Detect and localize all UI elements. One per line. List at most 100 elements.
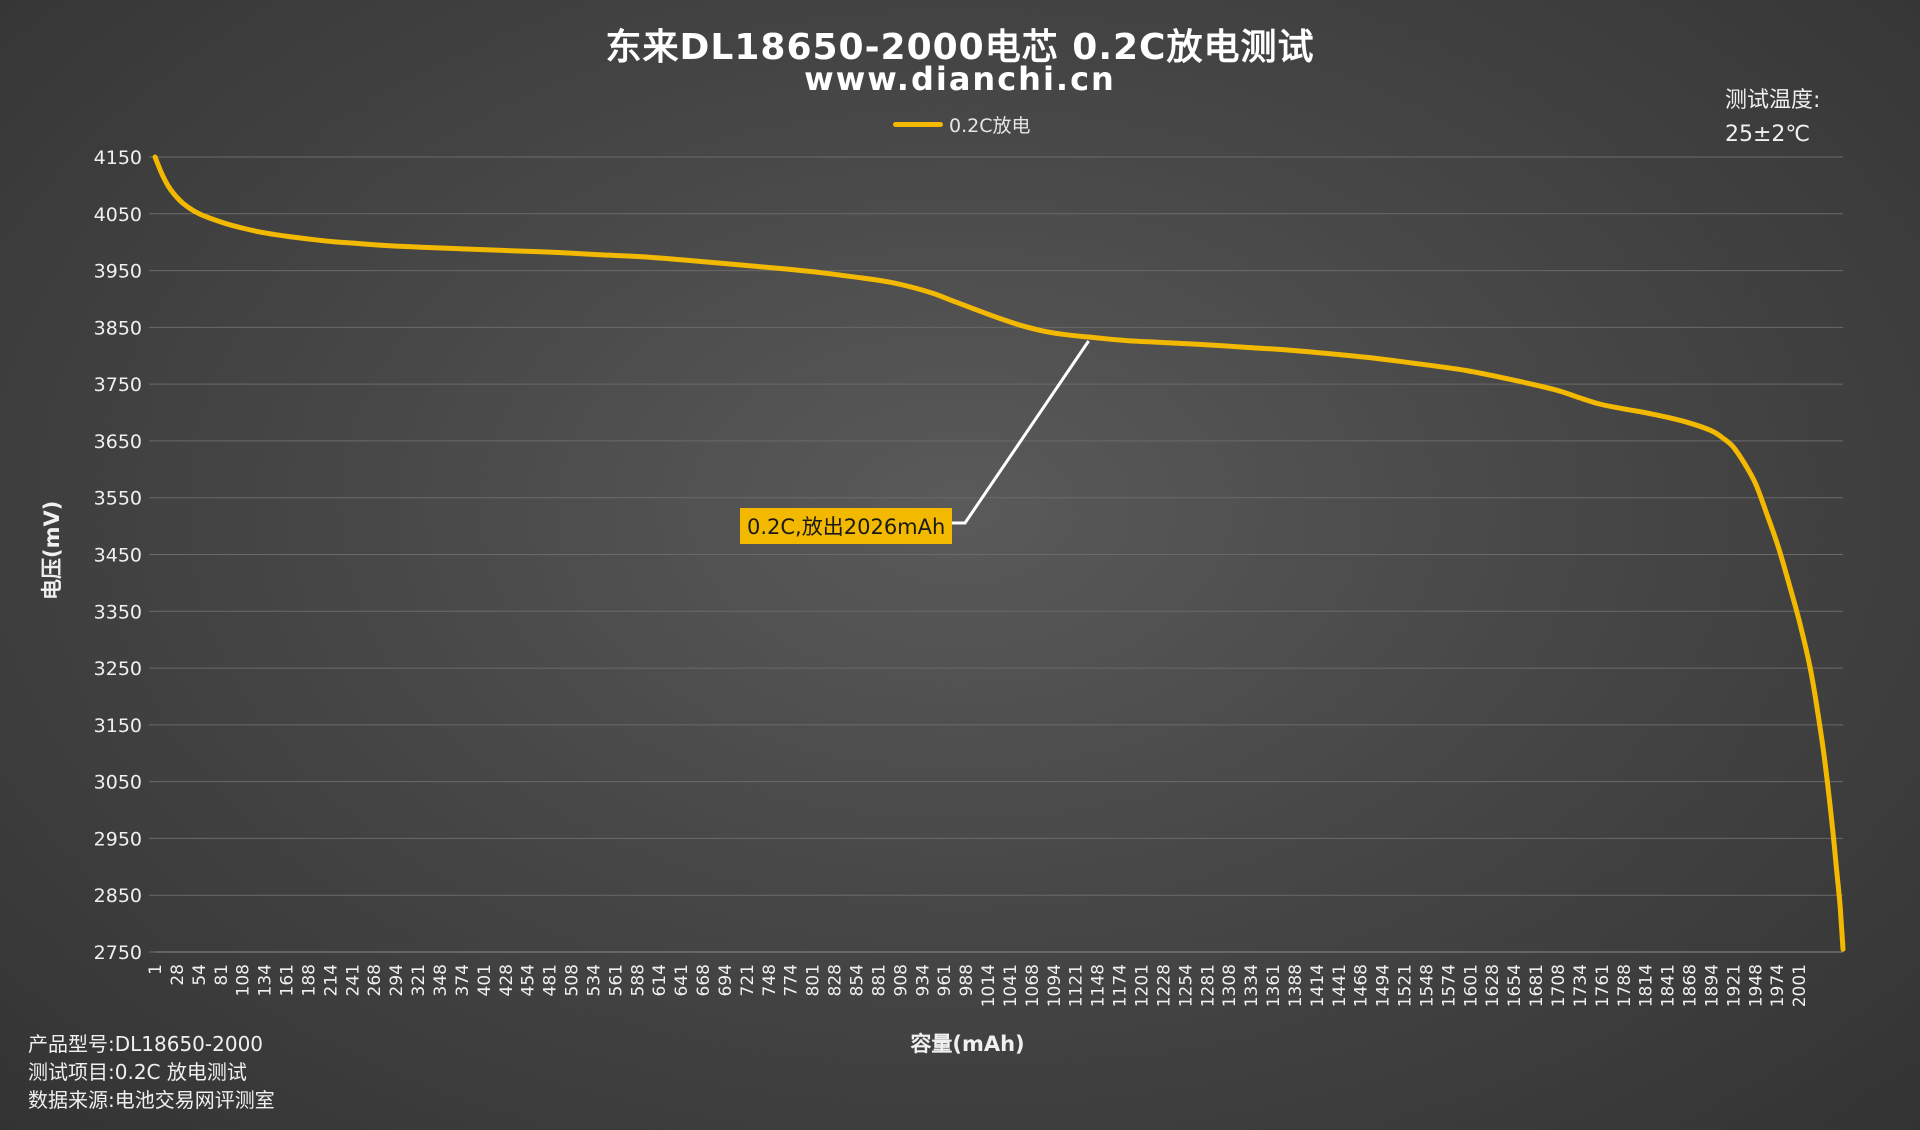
x-tick-label: 721 (738, 964, 758, 996)
x-tick-label: 1708 (1549, 964, 1569, 1007)
x-tick-label: 1068 (1023, 964, 1043, 1007)
x-tick-label: 1121 (1067, 964, 1087, 1007)
x-tick-label: 1574 (1439, 964, 1459, 1007)
x-tick-label: 108 (234, 964, 254, 996)
x-tick-label: 1201 (1132, 964, 1152, 1007)
x-tick-label: 1 (146, 964, 166, 975)
x-tick-label: 961 (935, 964, 955, 996)
x-tick-label: 374 (453, 964, 473, 996)
x-tick-label: 1521 (1396, 964, 1416, 1007)
y-tick-label: 3950 (94, 261, 142, 283)
x-tick-label: 28 (168, 964, 188, 986)
x-tick-label: 668 (694, 964, 714, 996)
x-tick-label: 1628 (1483, 964, 1503, 1007)
x-tick-label: 1601 (1461, 964, 1481, 1007)
footer-test-item: 测试项目:0.2C 放电测试 (28, 1060, 247, 1084)
x-tick-label: 1041 (1001, 964, 1021, 1007)
y-tick-label: 2750 (94, 942, 142, 964)
footer-model: 产品型号:DL18650-2000 (28, 1032, 264, 1056)
x-tick-label: 1734 (1571, 964, 1591, 1007)
x-tick-label: 1868 (1681, 964, 1701, 1007)
x-tick-label: 81 (212, 964, 232, 986)
x-tick-label: 854 (848, 964, 868, 996)
x-tick-label: 1281 (1198, 964, 1218, 1007)
footer-info: 产品型号:DL18650-2000 测试项目:0.2C 放电测试 数据来源:电池… (28, 1030, 275, 1114)
y-tick-label: 4150 (94, 147, 142, 169)
x-tick-label: 774 (782, 964, 802, 996)
x-tick-label: 1308 (1220, 964, 1240, 1007)
test-temperature: 测试温度: 25±2℃ (1725, 84, 1820, 152)
x-tick-label: 1974 (1768, 964, 1788, 1007)
x-tick-label: 1654 (1505, 964, 1525, 1007)
x-axis-label: 容量(mAh) (910, 1032, 1025, 1056)
x-tick-label: 454 (519, 964, 539, 996)
x-tick-label: 881 (869, 964, 889, 996)
x-tick-label: 2001 (1790, 964, 1810, 1007)
x-tick-label: 1548 (1417, 964, 1437, 1007)
y-tick-label: 3250 (94, 658, 142, 680)
x-tick-label: 614 (650, 964, 670, 996)
x-tick-label: 1388 (1286, 964, 1306, 1007)
x-tick-label: 294 (387, 964, 407, 996)
x-tick-label: 1174 (1111, 964, 1131, 1007)
x-tick-label: 1921 (1724, 964, 1744, 1007)
temperature-label: 测试温度: (1725, 88, 1821, 113)
x-tick-label: 1254 (1176, 964, 1196, 1007)
x-tick-label: 1788 (1615, 964, 1635, 1007)
x-tick-label: 534 (584, 964, 604, 996)
x-tick-label: 1948 (1746, 964, 1766, 1007)
x-tick-label: 1441 (1330, 964, 1350, 1007)
x-tick-label: 1094 (1045, 964, 1065, 1007)
y-tick-label: 3150 (94, 715, 142, 737)
x-tick-label: 1841 (1659, 964, 1679, 1007)
x-tick-label: 214 (321, 964, 341, 996)
x-tick-label: 1228 (1154, 964, 1174, 1007)
y-tick-label: 3850 (94, 317, 142, 339)
y-tick-labels: 4150 4050 3950 3850 3750 3650 3550 3450 3350 3250… (94, 147, 142, 964)
x-tick-label: 641 (672, 964, 692, 996)
x-tick-label: 988 (957, 964, 977, 996)
x-tick-label: 321 (409, 964, 429, 996)
y-tick-label: 3650 (94, 431, 142, 453)
x-tick-label: 828 (826, 964, 846, 996)
x-tick-label: 1681 (1527, 964, 1547, 1007)
x-tick-label: 1761 (1593, 964, 1613, 1007)
x-tick-label: 348 (431, 964, 451, 996)
x-tick-label: 1494 (1374, 964, 1394, 1007)
x-tick-label: 748 (760, 964, 780, 996)
annotation-leader-line (952, 340, 1090, 525)
y-tick-label: 2850 (94, 885, 142, 907)
x-tick-label: 588 (628, 964, 648, 996)
x-tick-label: 1334 (1242, 964, 1262, 1007)
y-tick-label: 2950 (94, 828, 142, 850)
y-tick-label: 3450 (94, 545, 142, 567)
series-line-0.2c (152, 154, 1846, 952)
x-tick-label: 694 (716, 964, 736, 996)
y-tick-label: 3750 (94, 374, 142, 396)
y-tick-label: 3550 (94, 488, 142, 510)
x-tick-label: 1361 (1264, 964, 1284, 1007)
legend-label: 0.2C放电 (949, 114, 1031, 137)
x-tick-label: 268 (365, 964, 385, 996)
x-tick-label: 1014 (979, 964, 999, 1007)
x-tick-label: 188 (299, 964, 319, 996)
temperature-value: 25±2℃ (1725, 122, 1811, 147)
chart-subtitle: www.dianchi.cn (804, 60, 1116, 98)
x-tick-label: 1414 (1308, 964, 1328, 1007)
x-tick-label: 241 (343, 964, 363, 996)
x-tick-labels: 1 28 54 81 108 134 161 188 214 241 268 294 321 348 374… (146, 964, 1810, 1007)
x-tick-label: 161 (278, 964, 298, 996)
x-tick-label: 481 (541, 964, 561, 996)
y-tick-label: 4050 (94, 204, 142, 226)
legend-swatch (893, 121, 943, 127)
footer-data-source: 数据来源:电池交易网评测室 (28, 1088, 275, 1112)
x-tick-label: 934 (913, 964, 933, 996)
x-tick-label: 1894 (1702, 964, 1722, 1007)
x-tick-label: 1468 (1352, 964, 1372, 1007)
chart-title: 东来DL18650-2000电芯 0.2C放电测试 (605, 27, 1315, 68)
legend: 0.2C放电 (893, 112, 1031, 137)
x-tick-label: 561 (606, 964, 626, 996)
y-tick-label: 3350 (94, 601, 142, 623)
x-tick-label: 908 (891, 964, 911, 996)
